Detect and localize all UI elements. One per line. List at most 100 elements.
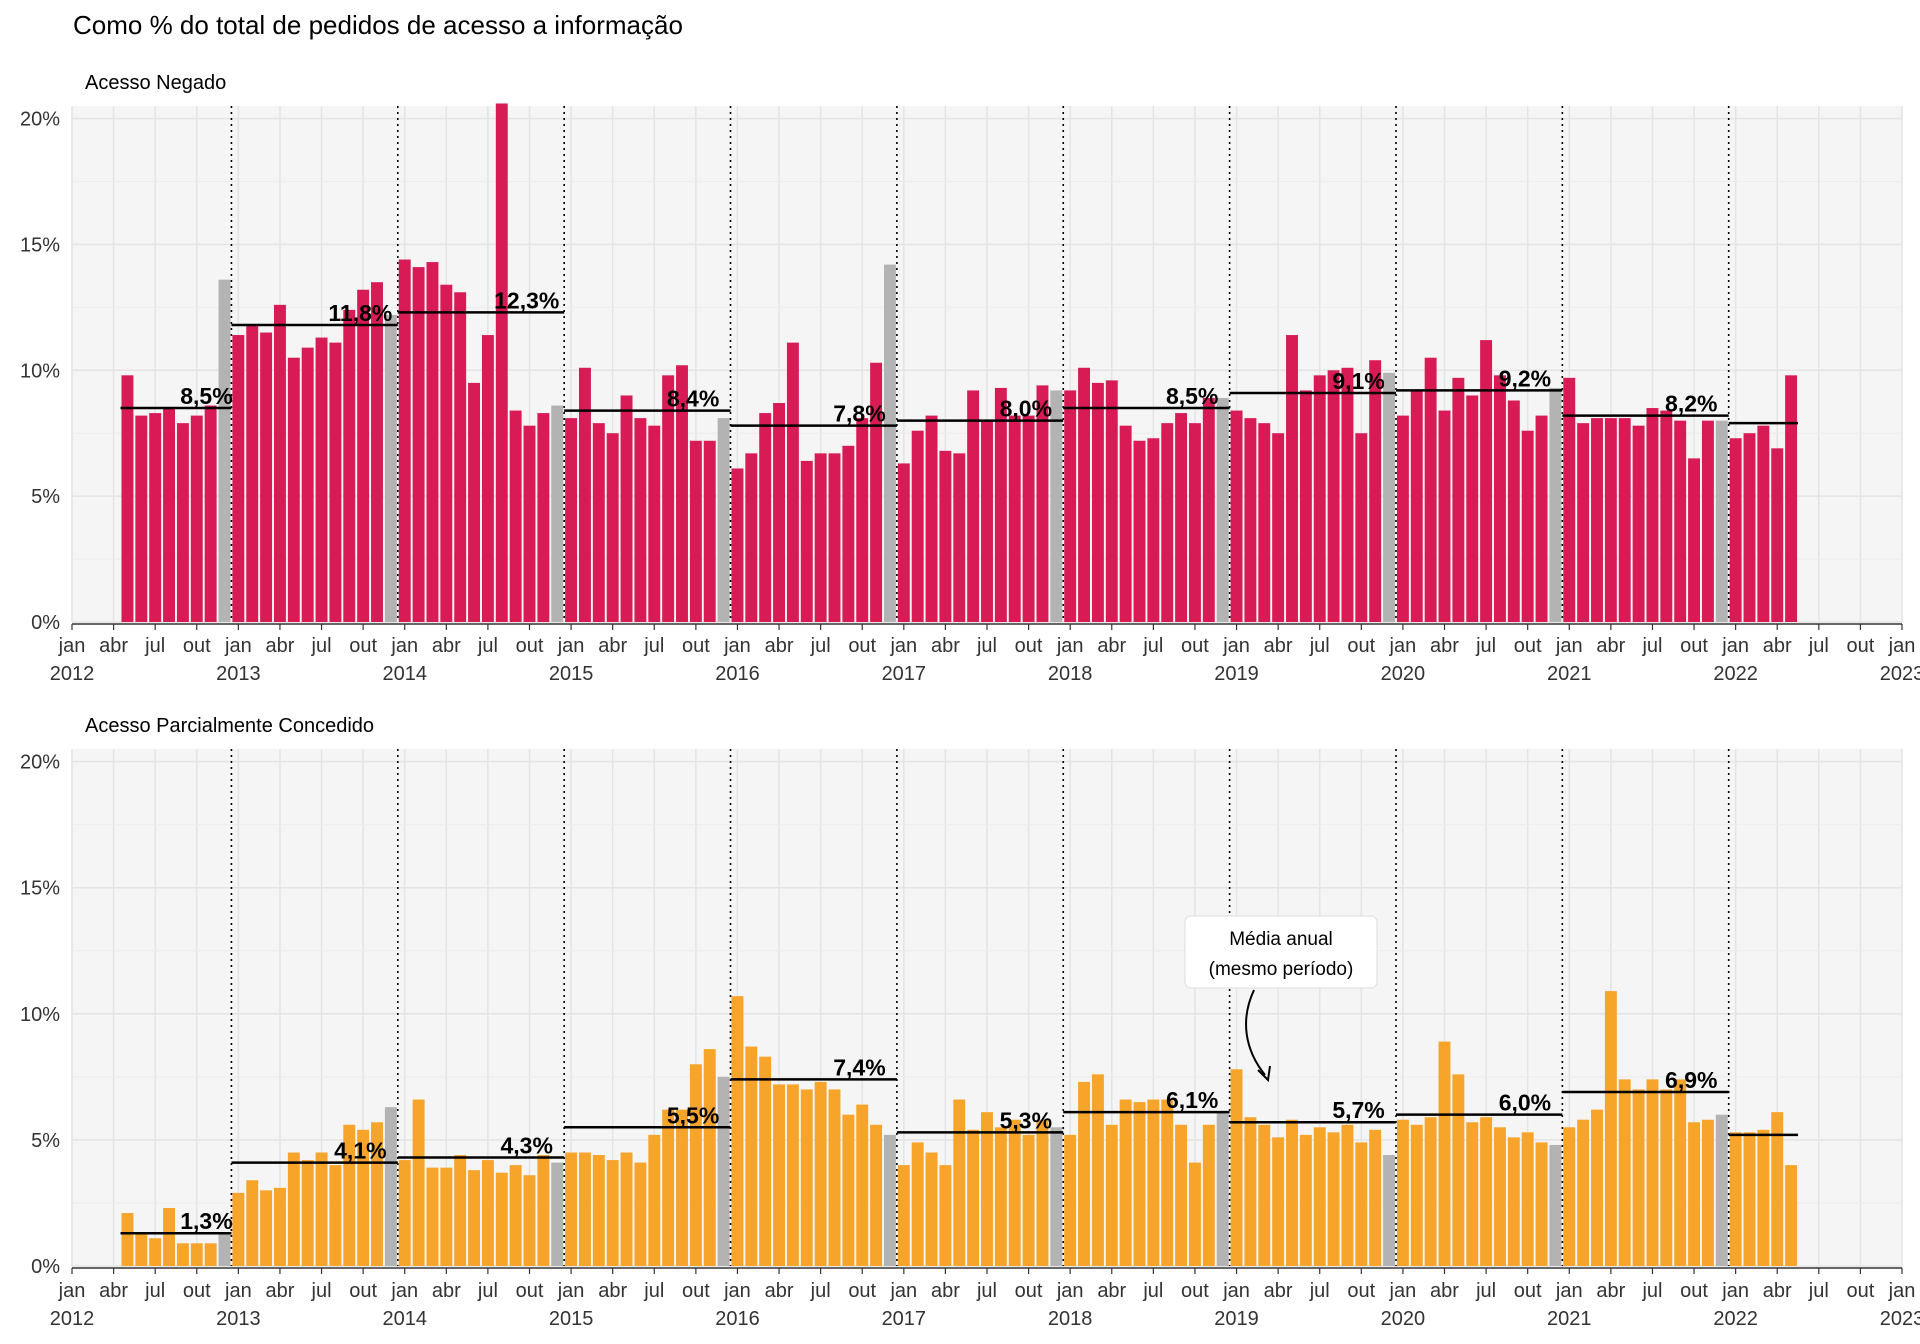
bar (925, 415, 938, 622)
bar (1535, 415, 1548, 622)
bar (1577, 1119, 1590, 1266)
x-tick-label: jan (1555, 635, 1583, 657)
annual-average-label: 8,4% (667, 386, 719, 412)
x-tick-label: out (682, 1280, 710, 1302)
x-tick-year-label: 2014 (382, 1308, 427, 1330)
bar (565, 418, 578, 622)
bar (1286, 335, 1298, 622)
bar (1327, 1132, 1340, 1266)
bar (606, 1160, 619, 1266)
bar (273, 304, 286, 622)
bar (1050, 390, 1063, 622)
bar (1424, 1117, 1437, 1266)
bar (481, 1160, 494, 1266)
bar (301, 1160, 314, 1266)
bar (773, 403, 786, 622)
bar (1396, 1119, 1409, 1266)
bar (260, 1190, 273, 1266)
bar (1646, 408, 1659, 622)
x-tick-year-label: 2021 (1547, 663, 1592, 685)
x-tick-label: jul (311, 1280, 332, 1302)
bar (1591, 1109, 1603, 1266)
bar (1535, 1142, 1548, 1266)
bar (856, 418, 869, 622)
bar (1258, 423, 1271, 622)
x-tick-label: jul (643, 1280, 664, 1302)
bar (1771, 1112, 1784, 1266)
bar (1785, 1165, 1798, 1266)
bar (357, 1129, 370, 1266)
x-tick-year-label: 2014 (382, 663, 427, 685)
bar (468, 382, 481, 622)
x-tick-year-label: 2016 (715, 1308, 760, 1330)
bar (1729, 438, 1742, 622)
bar (1715, 1114, 1728, 1266)
annual-average-label: 5,5% (667, 1102, 719, 1128)
x-tick-label: abr (1430, 635, 1459, 657)
bar (1008, 415, 1021, 622)
x-tick-label: jan (58, 635, 86, 657)
bar (343, 309, 356, 622)
x-tick-label: jan (889, 635, 917, 657)
bar (1216, 1112, 1229, 1266)
panel-acesso-parcialmente-concedido: Acesso Parcialmente Concedido 0% 5% 10% 15% 2… (20, 715, 1920, 1330)
bar (176, 423, 189, 622)
x-tick-label: abr (1596, 1280, 1625, 1302)
x-tick-year-label: 2016 (715, 663, 760, 685)
x-tick-label: abr (1763, 1280, 1792, 1302)
bar (897, 463, 910, 622)
bar (371, 282, 383, 622)
bar (1771, 448, 1784, 622)
bar (426, 262, 439, 622)
bar (676, 1109, 688, 1266)
bar (1521, 1132, 1534, 1266)
x-tick-label: out (349, 1280, 377, 1302)
bar (121, 375, 134, 622)
bar (897, 1165, 910, 1266)
bar (967, 1129, 980, 1266)
y-tick-label: 15% (20, 234, 60, 256)
annotation-text: Média anual (1229, 929, 1333, 950)
bar (1147, 438, 1160, 622)
bar (468, 1170, 481, 1266)
x-tick-label: out (1680, 1280, 1708, 1302)
panel-acesso-negado: Acesso Negado 0% 5% 10% 15% 20% 8,5% 11,8% 12,3%… (20, 72, 1920, 685)
x-tick-label: jan (224, 635, 252, 657)
bar (1757, 425, 1770, 622)
bar (1119, 425, 1132, 622)
bar (1244, 418, 1257, 622)
bar (1230, 410, 1243, 622)
bar (648, 1134, 661, 1266)
panel-title: Acesso Negado (85, 72, 226, 94)
x-tick-label: out (1680, 635, 1708, 657)
x-tick-label: jan (723, 1280, 751, 1302)
bar (287, 1152, 300, 1266)
bar (994, 387, 1007, 622)
bar (842, 445, 855, 622)
bar (745, 453, 758, 622)
x-tick-label: jan (1056, 635, 1084, 657)
bar (315, 337, 328, 622)
y-tick-label: 0% (31, 1256, 60, 1278)
bar (1341, 1124, 1354, 1266)
bar (232, 1192, 245, 1266)
bar (495, 103, 508, 623)
bar (967, 390, 980, 622)
x-tick-label: jan (1389, 635, 1417, 657)
bar (648, 425, 661, 622)
bar (1133, 440, 1146, 622)
bar (1341, 367, 1354, 622)
bar (1577, 423, 1590, 622)
bar (1036, 385, 1049, 622)
bar (204, 1243, 217, 1266)
bar (1715, 420, 1728, 622)
bar (1480, 1117, 1493, 1266)
x-tick-label: jan (1222, 1280, 1250, 1302)
bar (634, 1162, 647, 1266)
x-tick-label: jul (643, 635, 664, 657)
x-tick-label: abr (1264, 635, 1293, 657)
annotation-callout: Média anual (mesmo período) (1184, 915, 1378, 1083)
x-tick-year-label: 2015 (549, 663, 594, 685)
x-tick-label: jul (810, 635, 831, 657)
x-tick-label: jan (557, 1280, 585, 1302)
